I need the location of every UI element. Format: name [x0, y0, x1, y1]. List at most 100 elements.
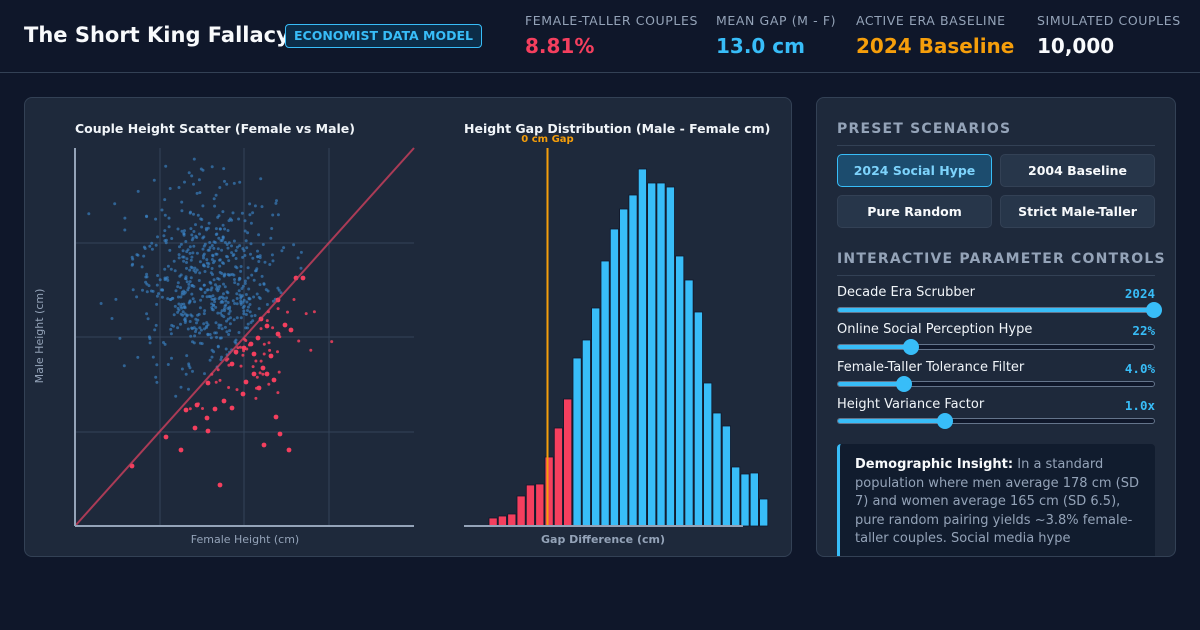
scatter-point: [232, 273, 236, 277]
scatter-point: [179, 322, 182, 326]
scatter-point: [187, 364, 191, 368]
scatter-point: [223, 285, 227, 289]
scatter-point: [180, 306, 184, 310]
scatter-point: [215, 232, 219, 236]
scatter-point: [238, 244, 242, 248]
social-hype-thumb[interactable]: [902, 339, 919, 355]
preset-2024-social-hype-button[interactable]: 2024 Social Hype: [837, 154, 992, 187]
scatter-point: [179, 273, 183, 277]
scatter-point: [145, 312, 149, 316]
tolerance-filter-slider[interactable]: [837, 376, 1155, 392]
scatter-point: [163, 213, 167, 217]
variance-factor-thumb[interactable]: [937, 413, 954, 429]
variance-factor-label: Height Variance Factor: [837, 397, 985, 412]
social-hype-slider[interactable]: [837, 339, 1155, 355]
scatter-point: [208, 241, 212, 244]
female-taller-scatter-point: [286, 447, 292, 453]
scatter-point: [173, 269, 177, 273]
scatter-point: [197, 279, 201, 282]
scatter-point: [245, 246, 249, 250]
scatter-point: [216, 215, 220, 219]
scatter-point: [215, 252, 219, 256]
scatter-point: [209, 281, 213, 285]
scatter-point: [205, 258, 209, 262]
scatter-point: [282, 246, 286, 250]
scatter-point: [226, 273, 230, 276]
scatter-point: [166, 297, 170, 301]
scatter-point: [163, 267, 167, 271]
scatter-point: [177, 302, 181, 306]
scatter-point: [250, 273, 254, 277]
scatter-point: [228, 322, 232, 326]
scatter-point: [210, 244, 214, 247]
scatter-point: [194, 317, 198, 321]
female-taller-scatter-point: [248, 341, 254, 347]
female-taller-value: 8.81%: [525, 34, 595, 58]
scatter-point: [171, 296, 175, 300]
scatter-point: [218, 284, 222, 288]
scatter-point: [239, 265, 243, 268]
scatter-point: [239, 295, 243, 299]
preset-strict-male-taller-button[interactable]: Strict Male-Taller: [1000, 195, 1155, 228]
scatter-point: [231, 254, 235, 257]
histogram-bar: [609, 228, 619, 527]
scatter-point: [265, 319, 269, 323]
scatter-point: [140, 265, 144, 269]
histogram-bar: [749, 472, 759, 527]
scatter-point: [204, 227, 208, 230]
scatter-point: [202, 235, 206, 239]
scatter-point: [239, 364, 243, 368]
scatter-point: [176, 295, 180, 299]
scatter-point: [227, 241, 231, 245]
scatter-point: [225, 243, 229, 246]
scatter-point: [215, 335, 218, 339]
tolerance-filter-thumb[interactable]: [896, 376, 913, 392]
scatter-point: [216, 247, 220, 251]
female-taller-scatter-point: [261, 442, 267, 448]
scatter-point: [163, 278, 167, 282]
scatter-point: [276, 391, 280, 395]
top-header: The Short King Fallacy ECONOMIST DATA MO…: [0, 0, 1200, 73]
scatter-point: [216, 368, 220, 372]
scatter-point: [170, 323, 174, 327]
scatter-point: [268, 263, 272, 266]
scatter-point: [222, 292, 225, 296]
scatter-point: [223, 241, 227, 244]
scatter-point: [113, 202, 117, 206]
scatter-point: [241, 255, 245, 259]
decade-era-slider[interactable]: [837, 302, 1162, 318]
scatter-point: [228, 217, 232, 221]
scatter-point: [193, 300, 197, 304]
scatter-point: [220, 327, 224, 331]
scatter-point: [216, 345, 220, 349]
decade-era-thumb[interactable]: [1146, 302, 1162, 318]
histogram-bar: [497, 515, 507, 527]
scatter-point: [246, 305, 250, 309]
scatter-point: [164, 241, 168, 245]
scatter-point: [181, 249, 185, 253]
variance-factor-slider[interactable]: [837, 413, 1155, 429]
scatter-point: [244, 293, 248, 296]
scatter-point: [244, 326, 248, 330]
scatter-point: [257, 260, 261, 263]
preset-pure-random-button[interactable]: Pure Random: [837, 195, 992, 228]
scatter-point: [170, 237, 174, 240]
histogram-bar: [731, 466, 741, 527]
decade-era-fill: [838, 308, 1154, 312]
scatter-point: [257, 233, 261, 237]
scatter-point: [229, 316, 232, 320]
scatter-point: [237, 289, 241, 293]
scatter-point: [208, 246, 212, 250]
height-scatter-plot[interactable]: Female Height (cm) Male Height (cm): [25, 128, 425, 557]
scatter-point: [223, 227, 227, 231]
scatter-point: [226, 229, 230, 232]
scatter-point: [211, 254, 215, 258]
preset-2004-baseline-button[interactable]: 2004 Baseline: [1000, 154, 1155, 187]
scatter-point: [261, 372, 265, 376]
scatter-point: [193, 334, 197, 338]
scatter-point: [275, 199, 278, 203]
scatter-point: [219, 311, 223, 315]
height-gap-histogram[interactable]: 0 cm Gap Gap Difference (cm): [455, 128, 785, 557]
female-taller-scatter-point: [243, 379, 249, 385]
scatter-point: [181, 313, 185, 317]
